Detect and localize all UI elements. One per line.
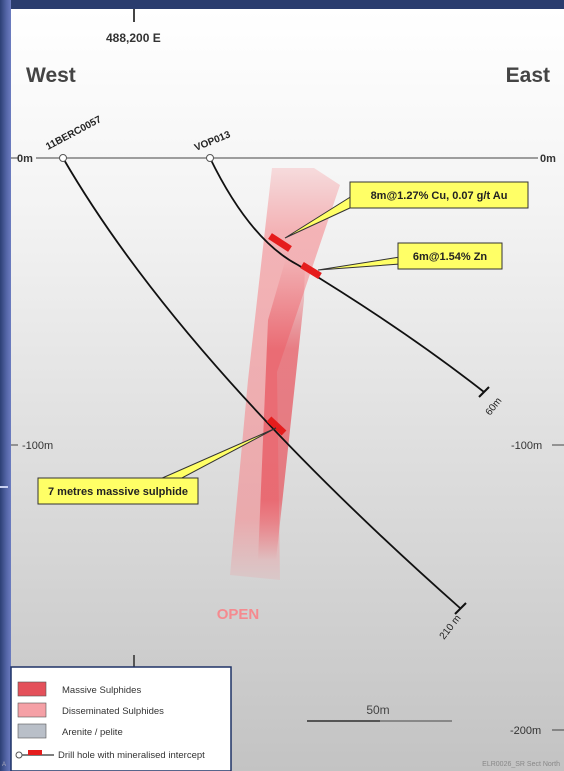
callout-zn-box	[397, 242, 503, 270]
intercept-massive	[266, 416, 287, 436]
legend-box	[10, 666, 232, 771]
intercept-zn	[300, 262, 322, 279]
legend-intercept-swatch	[28, 750, 42, 755]
legend-label-disseminated: Disseminated Sulphides	[62, 706, 164, 717]
disseminated-sulphide-zone	[230, 168, 340, 580]
depth-right-100: -100m	[511, 440, 542, 452]
east-label: East	[506, 64, 550, 87]
collar-vop013	[206, 154, 214, 162]
border-tick	[0, 486, 8, 488]
scale-label: 50m	[366, 703, 389, 717]
collar-11berc0057	[59, 154, 67, 162]
drill-hole-end-tick	[478, 386, 490, 398]
callout-massive-box	[37, 477, 199, 505]
depth-left-100: -100m	[22, 440, 53, 452]
legend-swatch-arenite	[17, 723, 47, 739]
corner-mark: A	[2, 762, 6, 768]
callout-cu-au-box	[349, 181, 529, 209]
drill-hole-end-tick	[454, 602, 467, 615]
easting-label: 488,200 E	[106, 31, 161, 45]
left-border	[0, 0, 11, 771]
callout-cu-au: 8m@1.27% Cu, 0.07 g/t Au	[371, 190, 508, 202]
depth-right-200: -200m	[510, 725, 541, 737]
legend-swatch-massive	[17, 681, 47, 697]
figure-reference: ELR0026_SR Sect North	[482, 761, 560, 768]
massive-sulphide-zone	[258, 258, 305, 560]
callout-zn: 6m@1.54% Zn	[413, 251, 488, 263]
depth-right-0: 0m	[540, 153, 556, 165]
legend-label-arenite: Arenite / pelite	[62, 727, 123, 738]
legend-swatch-disseminated	[17, 702, 47, 718]
legend-label-massive: Massive Sulphides	[62, 685, 141, 696]
callout-massive: 7 metres massive sulphide	[48, 486, 188, 498]
legend-label-drillhole: Drill hole with mineralised intercept	[58, 750, 205, 761]
open-label: OPEN	[217, 606, 260, 623]
west-label: West	[26, 64, 76, 87]
depth-left-0: 0m	[17, 153, 33, 165]
intercept-cu-au	[268, 233, 292, 252]
top-border	[0, 0, 564, 9]
drill-hole-11berc0057	[62, 157, 461, 609]
legend-collar	[15, 751, 23, 759]
